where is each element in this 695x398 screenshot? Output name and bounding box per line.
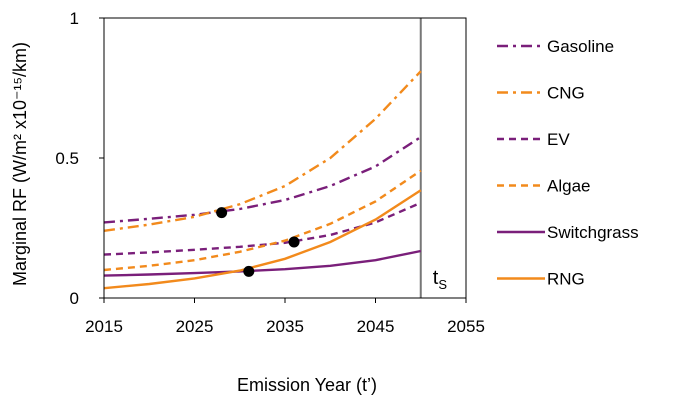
legend: Gasoline CNG EV Algae Switchgrass RNG xyxy=(497,37,639,289)
y-axis-title: Marginal RF (W/m² x10⁻¹⁵/km) xyxy=(10,42,30,286)
legend-label-cng: CNG xyxy=(547,84,585,103)
series-line-rng xyxy=(103,189,422,290)
plot-area: tS xyxy=(103,18,448,298)
legend-label-algae: Algae xyxy=(547,177,590,196)
y-tick-label: 0.5 xyxy=(55,149,79,168)
legend-label-switchgrass: Switchgrass xyxy=(547,223,639,242)
x-tick-label: 2035 xyxy=(266,317,304,336)
x-tick-label: 2055 xyxy=(447,317,485,336)
plot-frame xyxy=(103,17,467,299)
x-axis-title: Emission Year (t’) xyxy=(237,375,377,395)
legend-label-gasoline: Gasoline xyxy=(547,37,614,56)
x-tick-label: 2015 xyxy=(85,317,123,336)
legend-label-ev: EV xyxy=(547,130,570,149)
x-tick-label: 2045 xyxy=(357,317,395,336)
series-line-switchgrass xyxy=(103,249,422,277)
series-line-algae xyxy=(103,169,422,272)
series-line-cng xyxy=(103,70,422,232)
marker-point xyxy=(288,236,300,248)
reference-line-label: tS xyxy=(433,267,448,292)
x-tick-label: 2025 xyxy=(176,317,214,336)
marker-point xyxy=(243,265,255,277)
legend-label-rng: RNG xyxy=(547,270,585,289)
series-line-gasoline xyxy=(103,135,422,224)
y-tick-label: 1 xyxy=(70,9,79,28)
marker-point xyxy=(216,207,228,219)
axes: 2015 2025 2035 2045 2055 0 0.5 1 xyxy=(55,9,485,336)
y-tick-label: 0 xyxy=(70,289,79,308)
